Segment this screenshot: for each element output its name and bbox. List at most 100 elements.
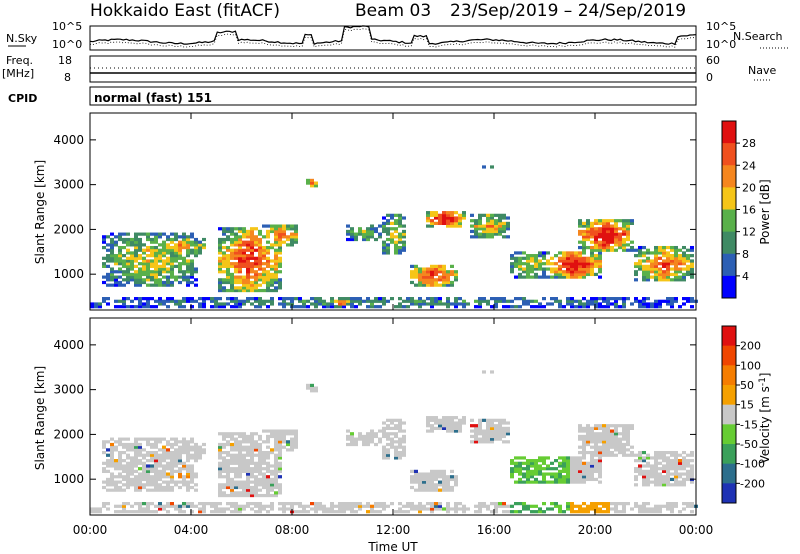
- velocity-cell: [678, 453, 682, 457]
- velocity-cell: [222, 507, 226, 511]
- velocity-cell: [166, 448, 170, 452]
- velocity-cell: [246, 459, 250, 463]
- power-cell: [142, 278, 146, 282]
- power-cell: [650, 302, 654, 306]
- velocity-cell: [274, 429, 278, 433]
- velocity-cell: [110, 488, 114, 492]
- power-cell: [234, 275, 238, 279]
- velocity-cell: [578, 424, 582, 428]
- velocity-cell: [294, 502, 298, 506]
- power-cell: [634, 297, 638, 301]
- velocity-cell: [386, 456, 390, 460]
- power-cell: [106, 275, 110, 279]
- velocity-cell: [442, 469, 446, 473]
- velocity-cell: [442, 477, 446, 482]
- velocity-cell: [226, 440, 230, 444]
- power-cell: [170, 237, 174, 242]
- power-cell: [578, 262, 582, 266]
- velocity-cell: [130, 459, 134, 463]
- power-cell: [598, 232, 602, 236]
- velocity-cell: [130, 467, 134, 471]
- velocity-cell: [234, 480, 238, 484]
- velocity-cell: [266, 464, 270, 468]
- velocity-cell: [234, 448, 238, 452]
- velocity-cell: [234, 437, 238, 441]
- velocity-cell: [590, 459, 594, 463]
- power-cell: [270, 280, 274, 285]
- velocity-cell: [190, 485, 194, 490]
- velocity-cell: [254, 440, 258, 444]
- power-cell: [566, 270, 570, 274]
- power-cell: [258, 254, 262, 258]
- power-cell: [370, 232, 374, 236]
- power-cell: [222, 286, 226, 290]
- velocity-cell: [642, 472, 646, 476]
- velocity-cell: [314, 504, 318, 508]
- velocity-cell: [646, 456, 650, 460]
- power-cell: [470, 219, 474, 223]
- power-cell: [446, 270, 450, 274]
- velocity-cell: [394, 424, 398, 428]
- power-cell: [402, 245, 406, 250]
- power-cell: [430, 283, 434, 287]
- velocity-cell: [602, 434, 606, 439]
- power-cell: [230, 240, 234, 244]
- power-cell: [234, 267, 238, 271]
- power-cell: [126, 278, 130, 282]
- power-cell: [146, 235, 150, 239]
- velocity-cell: [538, 467, 542, 471]
- power-cell: [262, 251, 266, 255]
- velocity-cell: [570, 510, 574, 514]
- velocity-cell: [546, 507, 550, 511]
- velocity-cell: [158, 437, 162, 441]
- power-cell: [446, 221, 450, 225]
- velocity-cell: [282, 429, 286, 433]
- power-cell: [454, 216, 458, 220]
- power-cell: [210, 299, 214, 303]
- velocity-cell: [474, 429, 478, 433]
- velocity-cell: [154, 475, 158, 479]
- velocity-cell: [574, 467, 578, 471]
- velocity-cell: [234, 507, 238, 511]
- velocity-cell: [622, 429, 626, 433]
- power-cell: [242, 248, 246, 252]
- power-cell: [670, 262, 674, 266]
- velocity-cell: [250, 442, 254, 447]
- velocity-cell: [234, 475, 238, 479]
- velocity-cell: [270, 472, 274, 476]
- velocity-cell: [134, 437, 138, 441]
- velocity-cell: [314, 386, 318, 390]
- power-cell: [674, 251, 678, 255]
- velocity-cell: [374, 510, 378, 514]
- velocity-cell: [622, 424, 626, 428]
- velocity-cell: [254, 464, 258, 468]
- power-cell: [230, 237, 234, 242]
- power-cell: [586, 229, 590, 234]
- power-cell: [674, 256, 678, 260]
- velocity-cell: [294, 442, 298, 447]
- velocity-cell: [602, 442, 606, 447]
- power-cell: [618, 240, 622, 244]
- velocity-cell: [590, 426, 594, 430]
- power-cell: [238, 278, 242, 282]
- power-cell: [586, 245, 590, 250]
- velocity-cell: [346, 442, 350, 447]
- power-cell: [198, 245, 202, 250]
- velocity-cell: [622, 510, 626, 514]
- velocity-cell: [618, 510, 622, 514]
- power-cell: [606, 224, 610, 228]
- velocity-cell: [266, 461, 270, 465]
- power-cell: [266, 245, 270, 250]
- velocity-cell: [610, 453, 614, 457]
- velocity-cell: [650, 475, 654, 479]
- power-cell: [246, 245, 250, 250]
- power-cell: [490, 227, 494, 231]
- power-cell: [378, 297, 382, 301]
- velocity-cell: [502, 504, 506, 508]
- power-cell: [654, 305, 658, 309]
- velocity-cell: [650, 456, 654, 460]
- velocity-cell: [266, 510, 270, 514]
- power-cell: [562, 270, 566, 274]
- power-cell: [438, 278, 442, 282]
- velocity-cell: [146, 442, 150, 447]
